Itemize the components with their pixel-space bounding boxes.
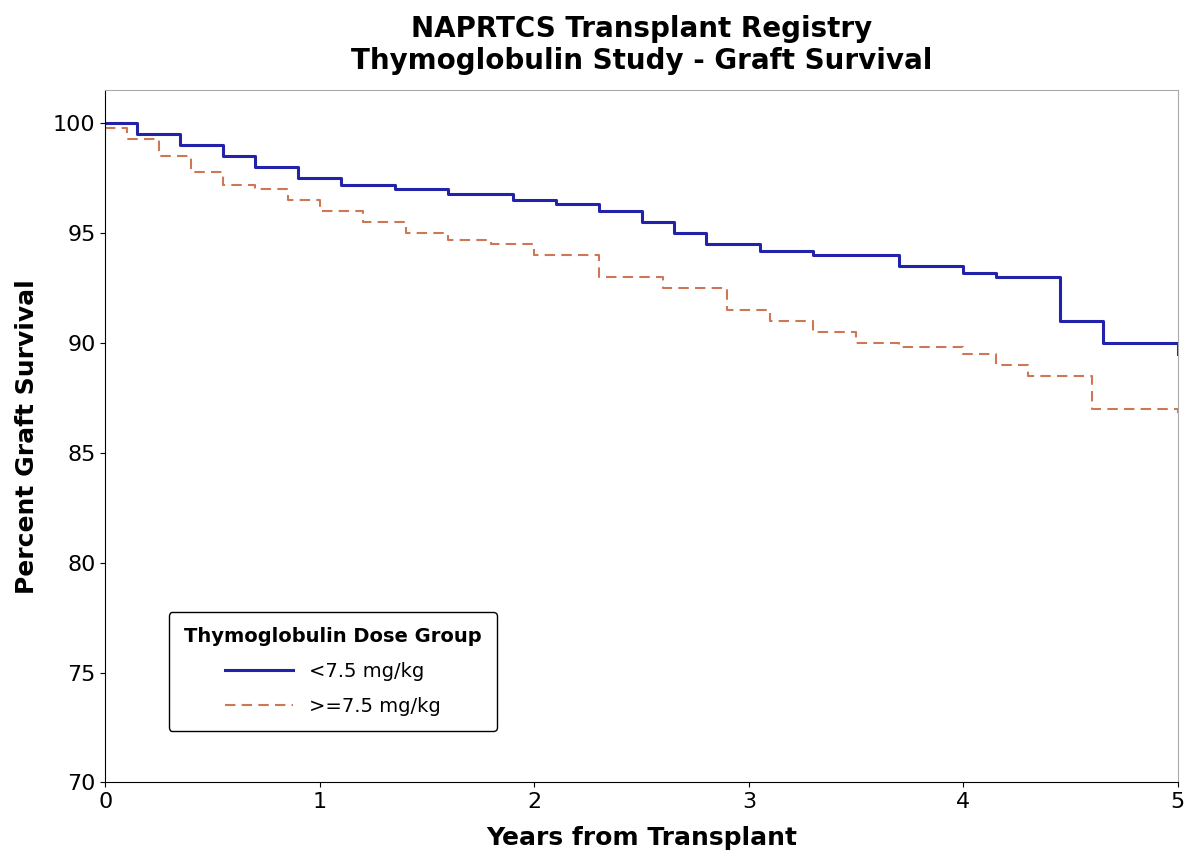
Title: NAPRTCS Transplant Registry
Thymoglobulin Study - Graft Survival: NAPRTCS Transplant Registry Thymoglobuli… — [350, 15, 932, 75]
Y-axis label: Percent Graft Survival: Percent Graft Survival — [14, 279, 40, 593]
Legend: <7.5 mg/kg, >=7.5 mg/kg: <7.5 mg/kg, >=7.5 mg/kg — [168, 612, 497, 731]
X-axis label: Years from Transplant: Years from Transplant — [486, 826, 797, 850]
